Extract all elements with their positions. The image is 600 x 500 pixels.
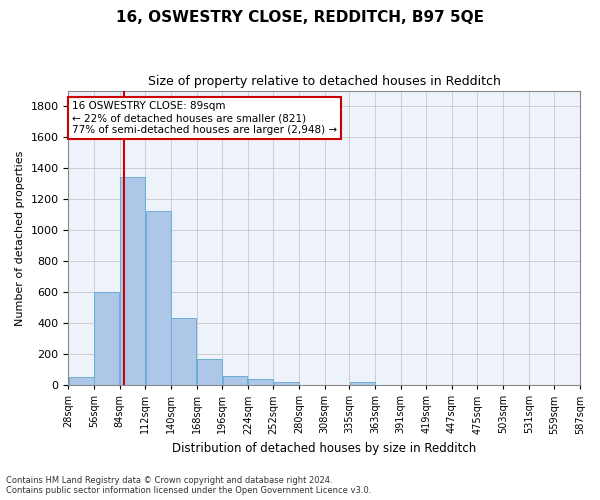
- Y-axis label: Number of detached properties: Number of detached properties: [15, 150, 25, 326]
- Bar: [248, 379, 273, 385]
- Bar: [171, 318, 196, 385]
- X-axis label: Distribution of detached houses by size in Redditch: Distribution of detached houses by size …: [172, 442, 476, 455]
- Bar: [274, 382, 299, 385]
- Text: 16, OSWESTRY CLOSE, REDDITCH, B97 5QE: 16, OSWESTRY CLOSE, REDDITCH, B97 5QE: [116, 10, 484, 25]
- Text: 16 OSWESTRY CLOSE: 89sqm
← 22% of detached houses are smaller (821)
77% of semi-: 16 OSWESTRY CLOSE: 89sqm ← 22% of detach…: [72, 102, 337, 134]
- Bar: [120, 178, 145, 385]
- Bar: [350, 382, 374, 385]
- Title: Size of property relative to detached houses in Redditch: Size of property relative to detached ho…: [148, 75, 500, 88]
- Bar: [69, 378, 94, 385]
- Text: Contains HM Land Registry data © Crown copyright and database right 2024.
Contai: Contains HM Land Registry data © Crown c…: [6, 476, 371, 495]
- Bar: [146, 212, 170, 385]
- Bar: [223, 376, 247, 385]
- Bar: [94, 292, 119, 385]
- Bar: [197, 359, 222, 385]
